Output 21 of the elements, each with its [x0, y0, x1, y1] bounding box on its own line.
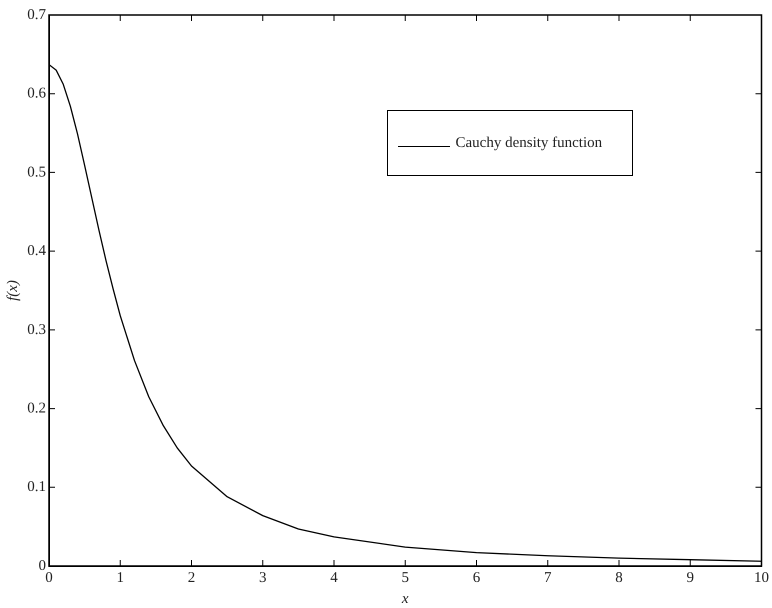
x-tick-label: 1	[116, 570, 124, 586]
y-tick-label: 0.5	[27, 164, 46, 180]
x-tick-label: 9	[686, 570, 694, 586]
legend-label: Cauchy density function	[456, 134, 602, 150]
y-tick-label: 0.1	[27, 479, 46, 496]
x-tick-label: 3	[259, 570, 266, 586]
x-tick-label: 5	[402, 570, 409, 586]
x-tick-label: 4	[330, 570, 338, 586]
x-tick-label: 10	[754, 570, 769, 586]
x-tick-label: 2	[188, 570, 196, 586]
y-tick-label: 0.6	[27, 86, 46, 102]
x-tick-label: 6	[472, 570, 481, 586]
y-tick-label: 0	[38, 558, 46, 574]
x-tick-label: 8	[615, 570, 623, 586]
y-tick-label: 0.2	[27, 400, 46, 417]
x-axis-title: x	[400, 590, 409, 607]
y-axis-title: f(x)	[4, 280, 21, 301]
y-tick-label: 0.4	[27, 243, 46, 260]
y-tick-label: 0.3	[27, 322, 46, 338]
x-tick-label: 7	[544, 570, 552, 586]
y-tick-label: 0.7	[27, 6, 46, 23]
